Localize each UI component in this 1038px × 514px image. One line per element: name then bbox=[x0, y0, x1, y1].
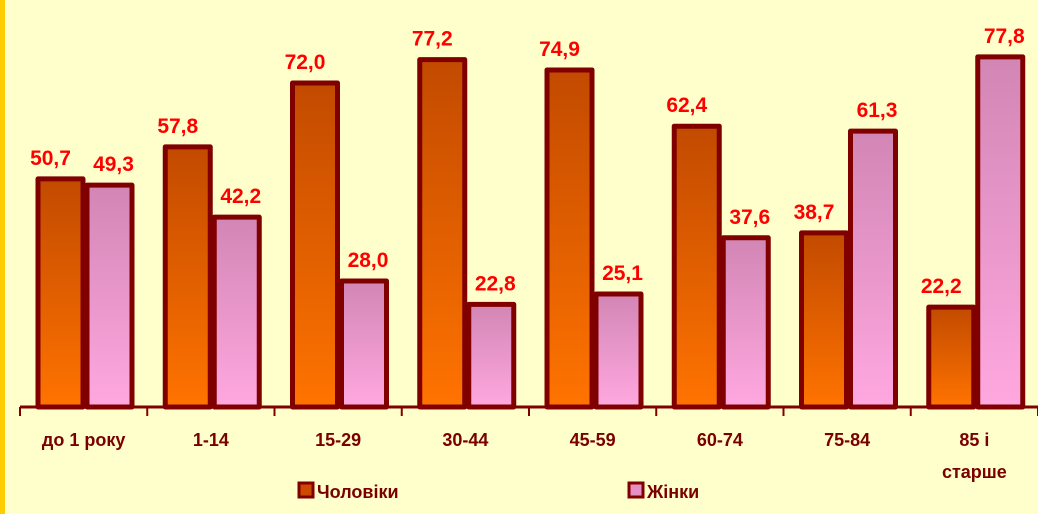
legend-label-men: Чоловіки bbox=[317, 482, 399, 502]
data-label-men-4: 74,9 bbox=[539, 38, 580, 61]
data-label-women-3: 22,8 bbox=[475, 272, 516, 295]
bar-men-2 bbox=[290, 80, 340, 410]
category-label-7-line2: старше bbox=[942, 462, 1007, 482]
legend-swatch-men bbox=[297, 481, 315, 499]
data-label-men-0: 50,7 bbox=[30, 147, 71, 170]
bar-women-3 bbox=[466, 301, 517, 410]
bar-women-1 bbox=[211, 214, 262, 410]
data-label-women-5: 37,6 bbox=[729, 206, 770, 229]
data-label-women-0: 49,3 bbox=[93, 153, 134, 176]
data-label-women-1: 42,2 bbox=[220, 185, 261, 208]
category-label-2: 15-29 bbox=[315, 430, 361, 450]
data-label-women-7: 77,8 bbox=[984, 25, 1025, 48]
bar-chart: 50,7 49,3 57,8 42,2 72,0 28,0 77,2 22,8 74,9 25,1… bbox=[19, 25, 1038, 502]
bar-women-0 bbox=[84, 182, 135, 410]
category-label-5: 60-74 bbox=[697, 430, 743, 450]
category-label-1: 1-14 bbox=[193, 430, 229, 450]
bar-women-4 bbox=[593, 291, 644, 410]
category-label-7: 85 і bbox=[959, 430, 989, 450]
data-label-men-6: 38,7 bbox=[794, 201, 835, 224]
legend-label-women: Жінки bbox=[646, 482, 699, 502]
bar-women-2 bbox=[339, 278, 389, 410]
category-label-6: 75-84 bbox=[824, 430, 870, 450]
data-label-women-6: 61,3 bbox=[857, 99, 898, 122]
bar-men-3 bbox=[417, 57, 468, 410]
legend-swatch-women bbox=[627, 481, 645, 499]
category-label-0: до 1 року bbox=[42, 430, 125, 450]
bar-women-6 bbox=[848, 128, 898, 410]
data-label-men-3: 77,2 bbox=[412, 28, 453, 51]
data-label-men-2: 72,0 bbox=[285, 51, 326, 74]
data-label-men-5: 62,4 bbox=[666, 94, 707, 117]
bar-men-1 bbox=[162, 144, 213, 410]
bar-men-0 bbox=[35, 176, 86, 410]
category-label-3: 30-44 bbox=[442, 430, 488, 450]
bar-men-4 bbox=[544, 67, 595, 410]
data-label-men-7: 22,2 bbox=[921, 275, 962, 298]
bar-men-6 bbox=[799, 230, 849, 410]
data-label-women-4: 25,1 bbox=[602, 262, 643, 285]
category-label-4: 45-59 bbox=[570, 430, 616, 450]
bar-women-7 bbox=[975, 54, 1026, 410]
bar-women-5 bbox=[720, 235, 771, 410]
data-label-women-2: 28,0 bbox=[348, 249, 389, 272]
data-label-men-1: 57,8 bbox=[157, 115, 198, 138]
bar-men-7 bbox=[926, 304, 977, 410]
bar-men-5 bbox=[671, 123, 722, 410]
